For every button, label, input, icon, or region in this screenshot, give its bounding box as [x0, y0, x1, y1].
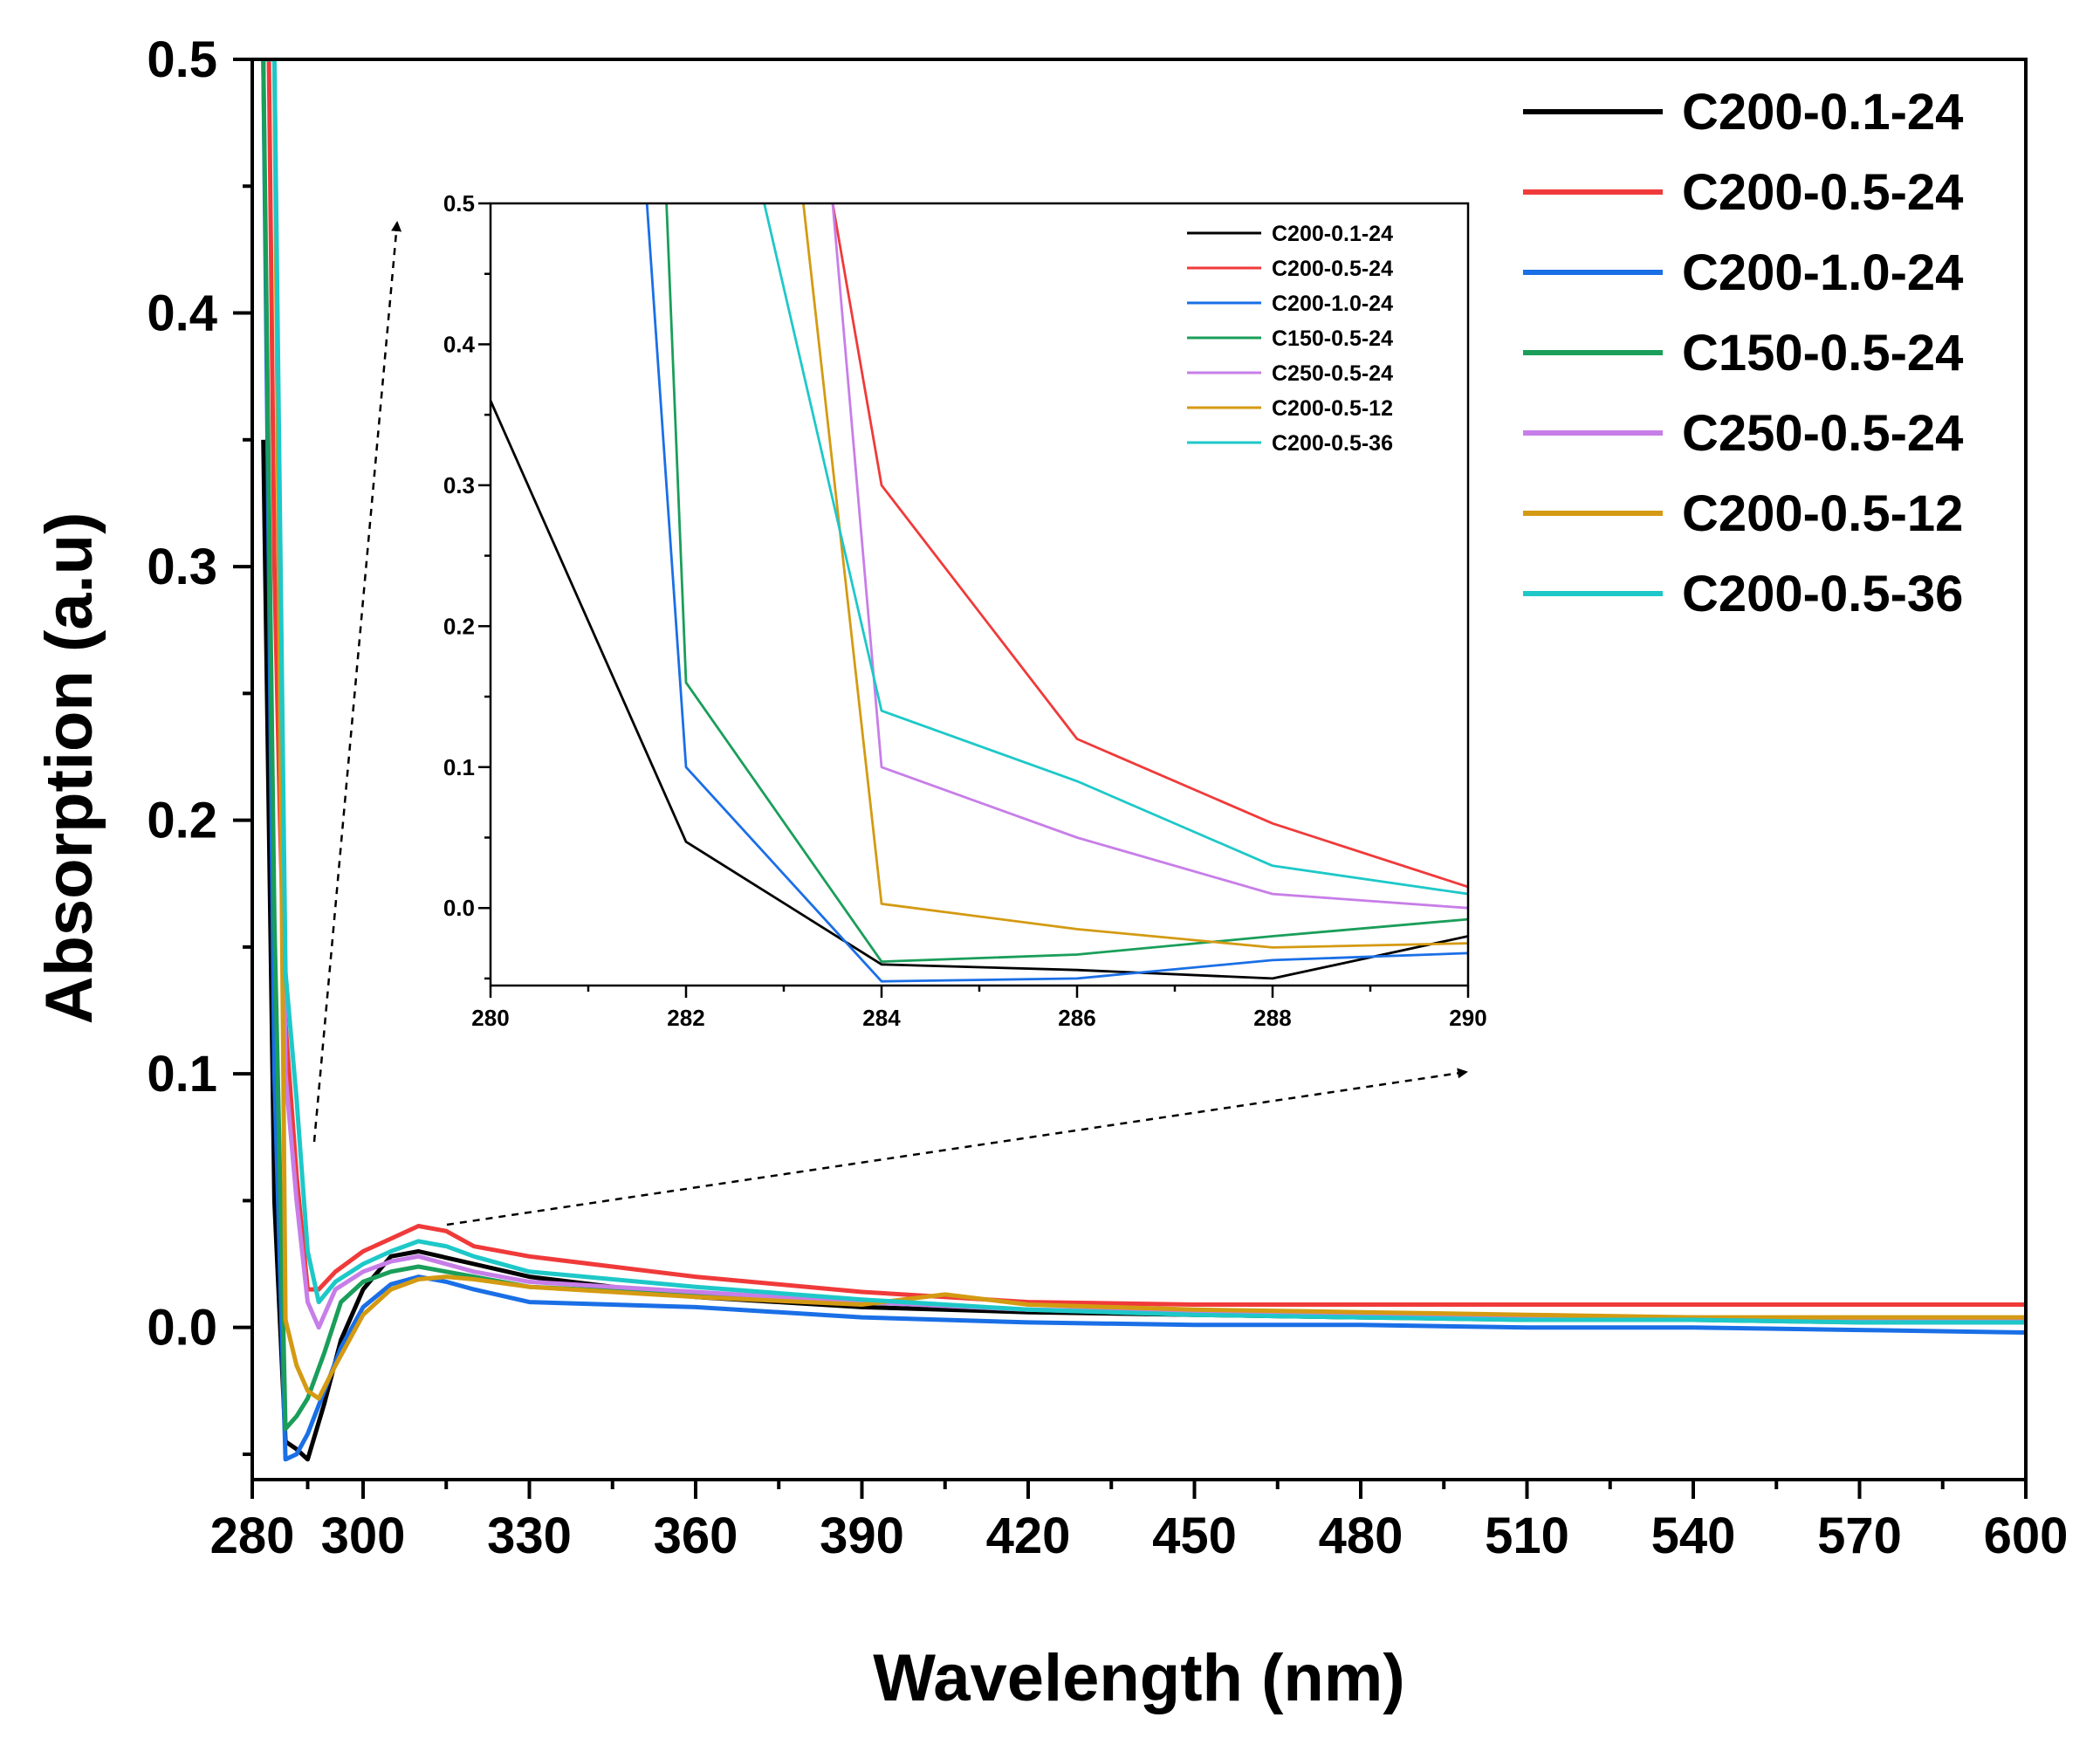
- main-legend: C200-0.1-24 C200-0.5-24 C200-1.0-24 C150-0.…: [1523, 84, 1963, 622]
- inset-y-tick-label: 0.3: [443, 472, 475, 498]
- inset-series-group: [491, 203, 1468, 983]
- main-plot-frame: [250, 58, 2028, 1481]
- main-y-tick-label: 0.1: [147, 1046, 217, 1103]
- main-y-tick-label: 0.0: [147, 1300, 217, 1357]
- y-axis-title: Absorption (a.u): [32, 512, 106, 1025]
- main-legend-label: C250-0.5-24: [1682, 405, 1963, 462]
- main-legend-label: C200-0.5-36: [1682, 566, 1963, 622]
- main-series-line-6: [263, 59, 2026, 1401]
- main-x-tick-label: 540: [1651, 1508, 1736, 1564]
- zoom-arrow-up: [312, 221, 402, 1143]
- inset-legend-label: C250-0.5-24: [1272, 361, 1393, 386]
- inset-series-line-5: [831, 203, 1468, 910]
- inset-legend-label: C200-0.5-36: [1272, 431, 1393, 456]
- main-x-tick-label: 330: [487, 1508, 572, 1564]
- main-series-line-3: [261, 59, 2026, 1462]
- inset-legend-label: C200-0.5-12: [1272, 396, 1393, 421]
- zoom-indicators: [312, 221, 1468, 1226]
- inset-background: [491, 203, 1468, 986]
- main-axes: 280 300 330 360 390 420 450 480 510 540 570 600 0.0 0…: [147, 31, 2068, 1564]
- inset-plot: 280 282 284 286 288 290 0.0 0.1 0.2 0.3 0.4 0.5 C20…: [443, 190, 1487, 1031]
- main-y-tick-label: 0.5: [147, 31, 217, 88]
- inset-series-line-4: [665, 203, 1468, 963]
- main-x-tick-label: 420: [986, 1508, 1071, 1564]
- main-x-tick-label: 280: [210, 1508, 295, 1564]
- main-y-tick-label: 0.4: [147, 285, 217, 342]
- main-series-line-7: [263, 59, 2026, 1325]
- main-plot: 280 300 330 360 390 420 450 480 510 540 570 600 0.0 0…: [32, 31, 2068, 1715]
- inset-x-tick-label: 286: [1058, 1005, 1095, 1031]
- inset-x-tick-label: 288: [1253, 1005, 1291, 1031]
- main-y-tick-label: 0.2: [147, 793, 217, 849]
- inset-y-tick-label: 0.4: [443, 331, 476, 357]
- main-series-line-5: [263, 59, 2026, 1330]
- inset-legend-label: C200-0.5-24: [1272, 257, 1393, 281]
- inset-series-line-7: [763, 203, 1468, 896]
- inset-legend-label: C200-1.0-24: [1272, 292, 1393, 316]
- main-x-tick-label: 300: [321, 1508, 406, 1564]
- main-x-tick-label: 360: [654, 1508, 738, 1564]
- main-legend-label: C200-1.0-24: [1682, 244, 1963, 301]
- inset-y-tick-label: 0.1: [443, 754, 475, 780]
- inset-series-line-6: [802, 203, 1468, 949]
- inset-axes: 280 282 284 286 288 290 0.0 0.1 0.2 0.3 0.4 0.5: [443, 190, 1487, 1031]
- inset-series-line-1: [491, 400, 1468, 980]
- inset-y-tick-label: 0.5: [443, 190, 475, 216]
- inset-x-tick-label: 284: [862, 1005, 901, 1031]
- inset-x-tick-label: 282: [667, 1005, 704, 1031]
- x-axis-title: Wavelength (nm): [873, 1641, 1404, 1715]
- inset-x-tick-label: 290: [1449, 1005, 1486, 1031]
- inset-legend-label: C200-0.1-24: [1272, 222, 1393, 246]
- inset-y-tick-label: 0.2: [443, 613, 475, 639]
- inset-series-line-3: [645, 203, 1468, 983]
- main-legend-label: C200-0.5-24: [1682, 164, 1963, 221]
- main-x-tick-label: 390: [820, 1508, 904, 1564]
- inset-legend-label: C150-0.5-24: [1272, 326, 1393, 351]
- main-x-tick-label: 600: [1984, 1508, 2069, 1564]
- main-x-tick-label: 450: [1152, 1508, 1237, 1564]
- inset-x-tick-label: 280: [471, 1005, 509, 1031]
- zoom-arrow-right: [446, 1068, 1468, 1226]
- main-x-tick-label: 510: [1485, 1508, 1569, 1564]
- main-legend-label: C200-0.1-24: [1682, 84, 1963, 141]
- main-x-tick-label: 480: [1319, 1508, 1403, 1564]
- main-series-group: [261, 59, 2026, 1462]
- inset-y-tick-label: 0.0: [443, 895, 475, 921]
- main-legend-label: C200-0.5-12: [1682, 485, 1963, 542]
- inset-series-line-2: [831, 203, 1468, 889]
- main-x-tick-label: 570: [1817, 1508, 1902, 1564]
- main-y-tick-label: 0.3: [147, 539, 217, 595]
- main-legend-label: C150-0.5-24: [1682, 325, 1963, 381]
- inset-legend: C200-0.1-24 C200-0.5-24 C200-1.0-24 C150-0.…: [1187, 222, 1393, 456]
